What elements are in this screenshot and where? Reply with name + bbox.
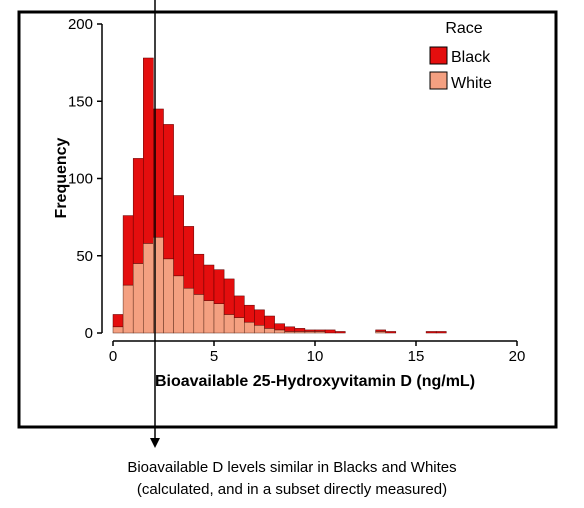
x-tick-label: 0 [109,348,117,365]
x-tick-label: 20 [509,348,526,365]
bar-white [163,258,174,334]
bar-black [163,124,174,260]
bar-black [244,304,255,323]
legend-label-black: Black [451,49,491,66]
bar-black [274,323,285,331]
bar-black [112,314,124,328]
chart-frame [17,10,558,429]
bar-black [284,326,296,332]
bar-black [122,215,134,286]
bar-black [173,195,184,277]
bar-white [244,321,255,334]
bar-black [324,329,336,334]
bar-white [264,328,275,334]
bar-white [143,243,154,334]
bar-white [173,275,184,334]
x-axis-ticks: 0 5 10 15 20 [109,341,526,365]
legend-label-white: White [451,75,492,92]
bar-white [112,326,124,334]
y-axis-label: Frequency [53,137,70,218]
pointer-arrow [150,0,160,448]
y-tick-label: 100 [68,171,93,188]
histogram-bars [112,57,447,334]
x-tick-label: 10 [307,348,324,365]
bar-black [254,309,265,326]
bar-white [274,329,285,334]
bar-black [203,264,215,301]
bar-white [223,314,235,334]
bar-black [233,295,245,318]
y-tick-label: 50 [76,248,93,265]
x-tick-label: 5 [210,348,218,365]
bar-black [314,329,326,332]
bar-white [183,287,195,334]
bar-black [193,253,205,295]
bar-black [435,331,447,334]
x-axis-label: Bioavailable 25-Hydroxyvitamin D (ng/mL) [155,373,475,390]
bar-black [304,329,316,332]
bar-white [122,284,134,334]
legend-title: Race [445,20,482,37]
x-tick-label: 15 [408,348,425,365]
bar-white [233,317,245,334]
y-tick-label: 200 [68,16,93,33]
bar-black [385,331,397,334]
legend-swatch-white [429,71,448,90]
bar-white [193,294,205,334]
y-axis-ticks: 0 50 100 150 200 [68,16,102,342]
y-tick-label: 0 [85,325,93,342]
bar-black [294,328,306,332]
bar-black [264,315,275,329]
bar-black [143,57,154,244]
bar-black [334,331,346,334]
bar-black [132,158,144,264]
bar-black [375,329,386,332]
legend-swatch-black [429,46,448,65]
bar-white [203,300,215,334]
caption-line-2: (calculated, and in a subset directly me… [136,481,448,498]
bar-white [132,263,144,334]
y-tick-label: 150 [68,93,93,110]
bar-white [254,325,265,334]
caption-line-1: Bioavailable D levels similar in Blacks … [127,459,457,476]
bar-black [425,331,437,334]
bar-black [223,278,235,315]
bar-black [183,226,195,289]
legend: Race Black White [429,20,492,92]
bar-black [213,269,225,304]
bar-white [213,303,225,334]
